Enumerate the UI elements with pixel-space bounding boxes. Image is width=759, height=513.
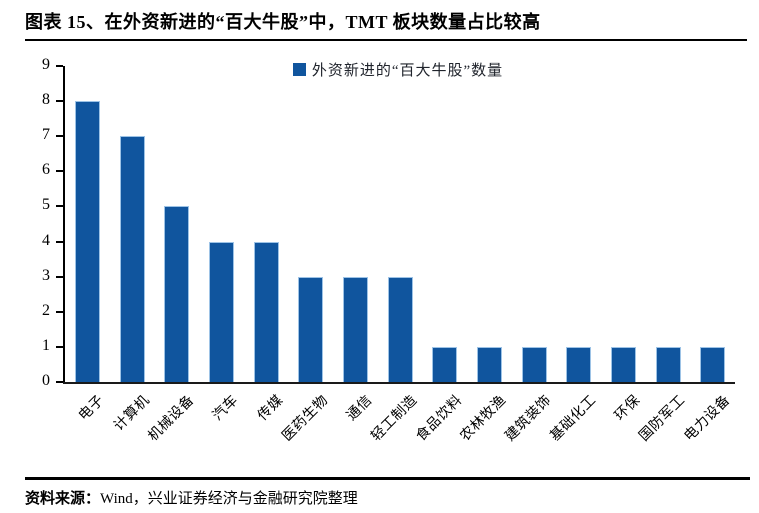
x-axis-category-label: 医药生物 [279,392,332,445]
x-axis-category-label: 国防军工 [636,392,689,445]
bar [342,276,368,382]
x-axis-category-label: 环保 [612,392,644,424]
source-note-text: Wind，兴业证券经济与金融研究院整理 [100,491,358,507]
y-axis-tick-label: 2 [42,301,50,319]
bar [119,136,145,382]
x-axis-line [63,382,735,384]
y-axis-tick-label: 9 [42,56,50,74]
bar [610,346,636,382]
y-axis-tick-label: 4 [42,231,50,249]
bar [700,346,726,382]
x-axis-category-label: 基础化工 [547,392,600,445]
x-axis-category-label: 农林牧渔 [458,392,510,445]
chart-legend: 外资新进的“百大牛股”数量 [63,58,733,80]
footer-divider [25,477,750,480]
y-axis-tick [56,205,63,208]
y-axis-tick-label: 0 [42,372,50,390]
y-axis-line [63,66,65,384]
y-axis-tick [56,100,63,103]
bar [476,346,502,382]
bar [655,346,681,382]
x-axis-category-label: 建筑装饰 [502,392,555,445]
y-axis-tick-label: 5 [42,196,50,214]
source-note-label: 资料来源： [25,491,101,507]
y-axis-tick [56,381,63,383]
bar [208,241,234,382]
bar [521,346,547,382]
bar [253,241,279,382]
title-divider [25,39,747,41]
x-axis-category-label: 传媒 [255,392,287,424]
x-axis-category-label: 电力设备 [681,392,734,445]
bar [387,276,413,382]
y-axis-tick-label: 3 [42,266,50,284]
y-axis-tick [56,310,63,313]
bar [74,101,100,382]
x-axis-category-label: 机械设备 [145,392,198,445]
bar [432,346,458,382]
bar [164,206,190,382]
chart-figure-title: 图表 15、在外资新进的“百大牛股”中，TMT 板块数量占比较高 [25,12,541,32]
legend-label: 外资新进的“百大牛股”数量 [311,62,504,79]
y-axis-tick [56,170,63,173]
x-axis-category-label: 轻工制造 [368,392,421,445]
x-axis-category-label: 通信 [344,392,376,424]
bar [566,346,592,382]
y-axis-tick-label: 1 [42,336,50,354]
y-axis-tick [56,240,63,243]
y-axis-tick [56,275,63,278]
x-axis-category-label: 电子 [76,392,108,424]
y-axis-tick [56,345,63,348]
y-axis-tick [56,135,63,138]
y-axis-tick [56,65,63,67]
source-note: 资料来源：Wind，兴业证券经济与金融研究院整理 [25,487,358,508]
x-axis-category-label: 汽车 [210,392,242,424]
y-axis-tick-label: 7 [42,126,50,144]
legend-swatch-icon [292,62,306,76]
x-axis-category-label: 食品饮料 [413,392,466,445]
bar [298,276,324,382]
y-axis-tick-label: 6 [42,161,50,179]
y-axis-tick-label: 8 [42,91,50,109]
